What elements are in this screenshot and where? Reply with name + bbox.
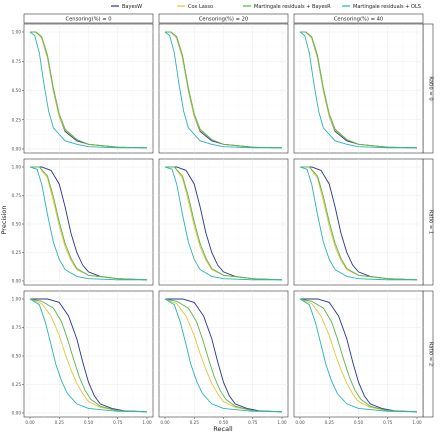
- panel-r3c1-xtick-label-0: 0.00: [25, 420, 35, 425]
- column-strip-3: [293, 13, 424, 24]
- panel-r3c1-ytick-label-3: 0.75: [12, 325, 22, 330]
- panel-r3c1-ytick-label-0: 0.00: [12, 411, 22, 416]
- panel-r3c1-ytick-label-1: 0.25: [12, 382, 22, 387]
- panel-r2c1-ytick-label-2: 0.50: [12, 222, 22, 227]
- panel-r1c2-line-4: [164, 31, 282, 149]
- row-strip-label-3: Ratio = 2: [428, 342, 434, 366]
- row-strip-label-1: Ratio = 0: [428, 76, 434, 100]
- panel-r1c1-ytick-label-3: 0.75: [12, 59, 22, 64]
- column-strip-1: [23, 13, 154, 24]
- panel-r2c1-ytick-label-4: 1.00: [12, 165, 22, 170]
- panel-r1c3-line-4: [299, 31, 417, 149]
- panel-r2c1-line-4: [29, 166, 147, 281]
- panel-r3c2-line-4: [164, 298, 283, 413]
- panel-r3c2-xtick-label-4: 1.00: [277, 420, 287, 425]
- panel-r1c1-ytick-label-4: 1.00: [12, 30, 22, 35]
- panel-r3c2-line-1: [165, 298, 283, 413]
- panel-r3c2-line-3: [164, 298, 283, 413]
- column-strip-2: [158, 13, 289, 24]
- panel-r3c1-line-3: [29, 298, 148, 413]
- panel-r2c3-line-4: [299, 166, 417, 281]
- panel-r1c1-line-4: [29, 31, 147, 149]
- column-strip-label-1: Censoring(%) = 0: [65, 17, 111, 23]
- panel-r3c3-line-4: [299, 298, 418, 413]
- panel-r3c2-xtick-label-2: 0.50: [219, 420, 229, 425]
- legend-label-4: Martingale residuals + OLS: [353, 4, 421, 10]
- panel-r1c3-line-3: [300, 31, 418, 149]
- panel-r3c1-line-2: [29, 298, 148, 413]
- legend-label-3: Martingale residuals + BayesR: [254, 4, 331, 10]
- panel-r2c1-ytick-label-3: 0.75: [12, 193, 22, 198]
- panel-r3c3-xtick-label-4: 1.00: [412, 420, 422, 425]
- panel-r2c3-line-3: [300, 166, 418, 281]
- panel-r3c3-line-1: [300, 298, 418, 413]
- panel-r3c3-line-2: [299, 298, 418, 413]
- y-axis-title: Precision: [0, 205, 8, 234]
- column-strip-label-2: Censoring(%) = 20: [199, 17, 248, 23]
- panel-r3c1-ytick-label-4: 1.00: [12, 297, 22, 302]
- panel-r3c3-xtick-label-3: 0.75: [383, 420, 393, 425]
- panel-r2c1-ytick-label-1: 0.25: [12, 250, 22, 255]
- row-strip-label-2: Ratio = 1: [428, 210, 434, 234]
- panel-r2c1-ytick-label-0: 0.00: [12, 279, 22, 284]
- column-strip-label-3: Censoring(%) = 40: [334, 17, 383, 23]
- panel-r3c2-line-2: [164, 298, 283, 413]
- panel-r3c1-line-1: [30, 298, 148, 413]
- panel-r1c2-line-3: [165, 31, 283, 149]
- panel-r1c1-ytick-label-0: 0.00: [12, 147, 22, 152]
- panel-r2c2-line-4: [164, 166, 282, 281]
- panel-r1c1-ytick-label-1: 0.25: [12, 117, 22, 122]
- panel-r3c3-line-3: [299, 298, 418, 413]
- panel-r3c1-xtick-label-4: 1.00: [142, 420, 152, 425]
- panel-r3c1-ytick-label-2: 0.50: [12, 354, 22, 359]
- panel-r3c2-xtick-label-0: 0.00: [160, 420, 170, 425]
- legend-label-2: Cox Lasso: [188, 4, 213, 10]
- panel-r3c3-xtick-label-1: 0.25: [325, 420, 335, 425]
- panel-r2c1-line-3: [30, 166, 148, 281]
- panel-r3c1-line-4: [29, 298, 148, 413]
- panel-r1c1-line-3: [30, 31, 148, 149]
- panel-r3c3-xtick-label-2: 0.50: [354, 420, 364, 425]
- panel-r3c1-xtick-label-2: 0.50: [84, 420, 94, 425]
- panel-r2c2-line-3: [165, 166, 283, 281]
- panel-r1c1-ytick-label-2: 0.50: [12, 88, 22, 93]
- legend-label-1: BayesW: [122, 4, 142, 10]
- x-axis-title: Recall: [213, 425, 233, 433]
- panel-r3c2-xtick-label-1: 0.25: [190, 420, 200, 425]
- panel-r3c2-xtick-label-3: 0.75: [248, 420, 258, 425]
- panel-r3c1-xtick-label-3: 0.75: [113, 420, 123, 425]
- panel-r3c1-xtick-label-1: 0.25: [55, 420, 65, 425]
- panel-r3c3-xtick-label-0: 0.00: [295, 420, 305, 425]
